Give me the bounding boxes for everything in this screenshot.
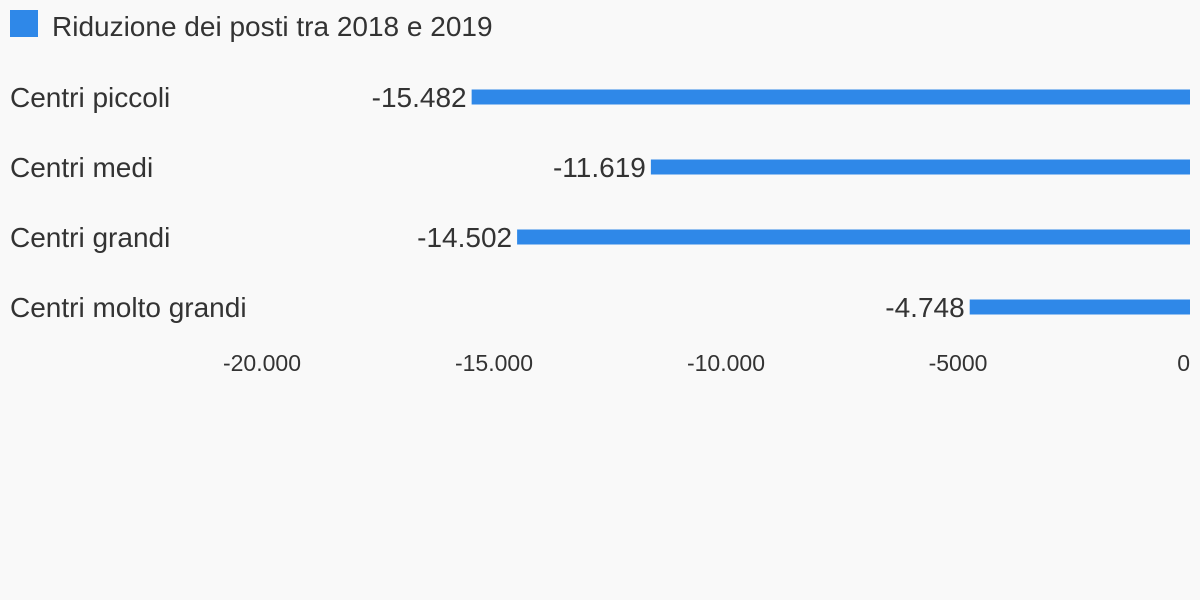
category-label: Centri grandi	[10, 222, 170, 253]
category-label: Centri medi	[10, 152, 153, 183]
x-axis: -20.000 -15.000 -10.000 -5000 0	[223, 350, 1190, 376]
category-labels: Centri piccoli Centri medi Centri grandi Ce…	[10, 82, 247, 323]
category-label: Centri piccoli	[10, 82, 170, 113]
value-labels: -15.482 -11.619 -14.502 -4.748	[372, 82, 965, 323]
bar	[471, 89, 1190, 105]
value-label: -15.482	[372, 82, 467, 113]
value-label: -14.502	[417, 222, 512, 253]
legend-swatch	[10, 10, 38, 37]
bars	[471, 89, 1190, 315]
x-tick-label: -20.000	[223, 350, 301, 376]
bar	[517, 229, 1190, 245]
x-tick-label: 0	[1177, 350, 1190, 376]
bar	[969, 299, 1190, 315]
legend: Riduzione dei posti tra 2018 e 2019	[10, 10, 493, 42]
value-label: -4.748	[885, 292, 964, 323]
x-tick-label: -15.000	[455, 350, 533, 376]
bar	[650, 159, 1190, 175]
x-tick-label: -5000	[929, 350, 988, 376]
legend-label: Riduzione dei posti tra 2018 e 2019	[52, 11, 493, 42]
value-label: -11.619	[553, 152, 646, 183]
x-tick-label: -10.000	[687, 350, 765, 376]
category-label: Centri molto grandi	[10, 292, 247, 323]
